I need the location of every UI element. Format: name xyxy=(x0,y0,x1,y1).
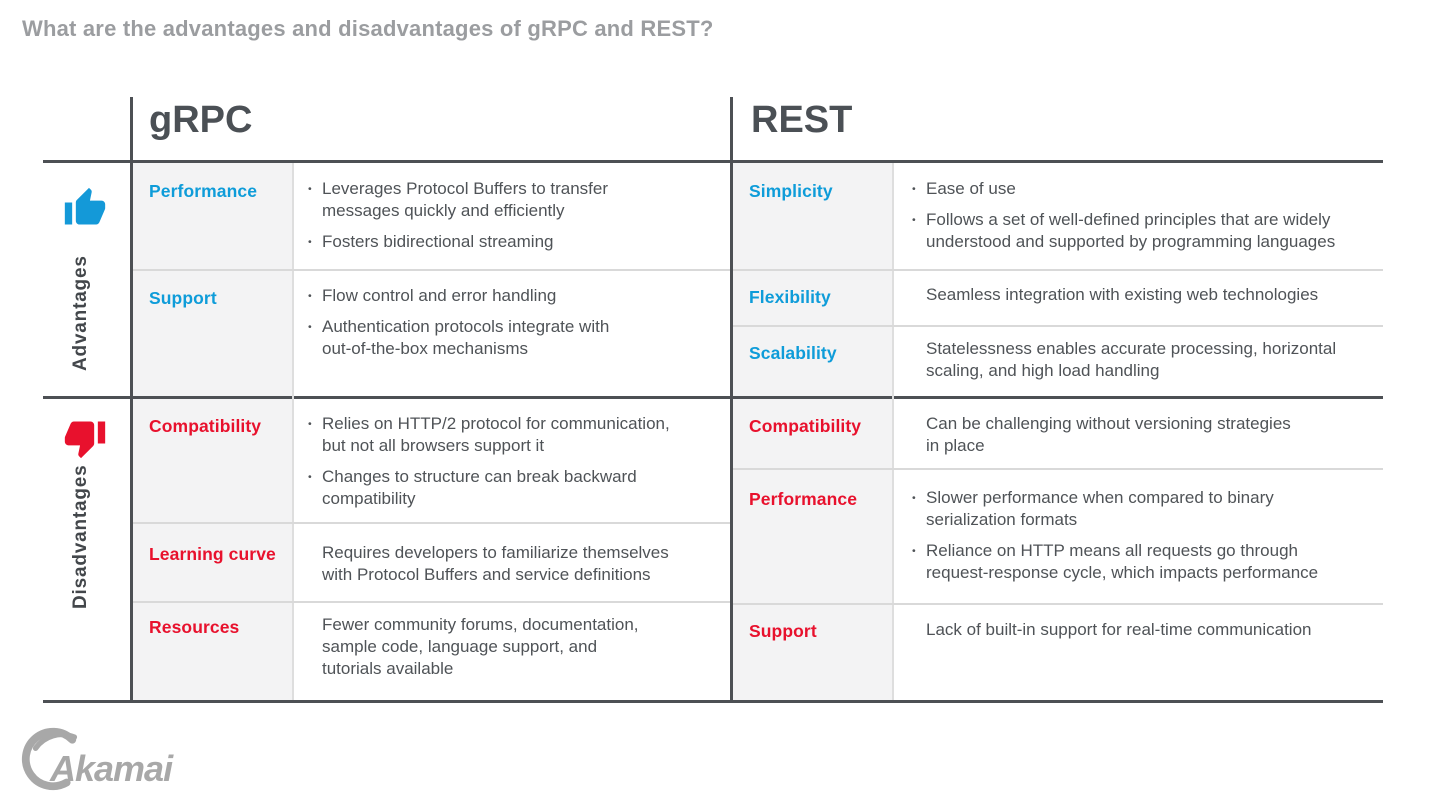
bullet-icon: • xyxy=(308,418,312,430)
grid-line-vertical-grpc xyxy=(130,97,133,703)
grpc-row-divider xyxy=(133,269,730,271)
rest-row-divider xyxy=(733,468,1383,470)
rest-label-column-background xyxy=(733,163,892,700)
rest-row-divider xyxy=(733,325,1383,327)
grpc-resources-points: Fewer community forums, documentation, s… xyxy=(308,614,728,680)
grpc-performance-points: • Leverages Protocol Buffers to transfer … xyxy=(308,178,728,253)
bullet-icon xyxy=(308,614,322,680)
akamai-logo: Akamai xyxy=(20,724,220,796)
bullet-icon: • xyxy=(308,183,312,195)
bullet-icon: • xyxy=(308,471,312,483)
grpc-support-points: • Flow control and error handling • Authen… xyxy=(308,285,728,360)
list-item: Lack of built-in support for real-time c… xyxy=(912,619,1392,641)
rest-simplicity-points: • Ease of use • Follows a set of well-defi… xyxy=(912,178,1392,253)
grid-line-table-bottom xyxy=(43,700,1383,703)
point-text: Reliance on HTTP means all requests go t… xyxy=(926,541,1319,582)
point-text: Can be challenging without versioning st… xyxy=(926,414,1291,455)
rest-row-label-scalability: Scalability xyxy=(749,343,837,363)
point-text: Statelessness enables accurate processin… xyxy=(926,339,1337,380)
list-item: • Authentication protocols integrate with… xyxy=(308,316,728,360)
list-item: • Fosters bidirectional streaming xyxy=(308,231,728,253)
list-item: • Relies on HTTP/2 protocol for communica… xyxy=(308,413,728,457)
rest-row-label-support: Support xyxy=(749,621,817,641)
list-item: • Changes to structure can break backward… xyxy=(308,466,728,510)
bullet-icon xyxy=(912,413,926,457)
list-item: Can be challenging without versioning st… xyxy=(912,413,1392,457)
point-text: Fosters bidirectional streaming xyxy=(322,232,554,251)
list-item: • Leverages Protocol Buffers to transfer … xyxy=(308,178,728,222)
rest-compatibility-points: Can be challenging without versioning st… xyxy=(912,413,1392,457)
grpc-row-label-resources: Resources xyxy=(149,617,240,637)
rest-row-label-flexibility: Flexibility xyxy=(749,287,831,307)
point-text: Ease of use xyxy=(926,179,1016,198)
thumbs-up-icon xyxy=(62,186,108,230)
bullet-icon: • xyxy=(308,236,312,248)
point-text: Changes to structure can break backward … xyxy=(322,467,637,508)
rest-row-divider xyxy=(733,269,1383,271)
point-text: Lack of built-in support for real-time c… xyxy=(926,620,1312,639)
rest-label-content-divider xyxy=(892,163,894,700)
point-text: Fewer community forums, documentation, s… xyxy=(322,615,639,678)
grpc-row-divider xyxy=(133,601,730,603)
column-header-rest: REST xyxy=(751,99,853,141)
list-item: • Flow control and error handling xyxy=(308,285,728,307)
rest-row-label-compatibility: Compatibility xyxy=(749,416,862,436)
grpc-compatibility-points: • Relies on HTTP/2 protocol for communica… xyxy=(308,413,728,510)
rest-row-label-simplicity: Simplicity xyxy=(749,181,833,201)
grpc-label-content-divider xyxy=(292,163,294,700)
page-title: What are the advantages and disadvantage… xyxy=(22,16,714,41)
column-header-grpc: gRPC xyxy=(149,99,253,141)
akamai-wordmark: Akamai xyxy=(50,748,173,789)
advantages-section-label: Advantages xyxy=(70,255,91,371)
point-text: Relies on HTTP/2 protocol for communicat… xyxy=(322,414,670,455)
grid-line-header-bottom xyxy=(43,160,1383,163)
bullet-icon: • xyxy=(912,545,916,557)
bullet-icon: • xyxy=(912,214,916,226)
point-text: Seamless integration with existing web t… xyxy=(926,285,1319,304)
list-item: Seamless integration with existing web t… xyxy=(912,284,1392,306)
rest-flexibility-points: Seamless integration with existing web t… xyxy=(912,284,1392,306)
grpc-row-label-support: Support xyxy=(149,288,217,308)
point-text: Leverages Protocol Buffers to transfer m… xyxy=(322,179,609,220)
akamai-swoosh-icon xyxy=(20,724,90,799)
bullet-icon xyxy=(912,619,926,641)
rest-row-label-performance: Performance xyxy=(749,489,858,509)
bullet-icon: • xyxy=(912,183,916,195)
point-text: Flow control and error handling xyxy=(322,286,557,305)
list-item: • Slower performance when compared to bin… xyxy=(912,487,1392,531)
bullet-icon xyxy=(308,542,322,586)
list-item: Requires developers to familiarize thems… xyxy=(308,542,728,586)
rest-scalability-points: Statelessness enables accurate processin… xyxy=(912,338,1392,382)
bullet-icon: • xyxy=(308,321,312,333)
list-item: • Follows a set of well-defined principle… xyxy=(912,209,1392,253)
disadvantages-section-label: Disadvantages xyxy=(70,464,91,610)
bullet-icon xyxy=(912,338,926,382)
grid-line-vertical-rest xyxy=(730,97,733,703)
rest-row-divider xyxy=(733,603,1383,605)
grpc-row-divider xyxy=(133,522,730,524)
bullet-icon: • xyxy=(912,492,916,504)
thumbs-down-icon xyxy=(62,416,108,460)
list-item: Fewer community forums, documentation, s… xyxy=(308,614,728,680)
grpc-row-label-learning-curve: Learning curve xyxy=(149,544,276,564)
point-text: Authentication protocols integrate with … xyxy=(322,317,610,358)
bullet-icon: • xyxy=(308,290,312,302)
list-item: Statelessness enables accurate processin… xyxy=(912,338,1392,382)
rest-support-points: Lack of built-in support for real-time c… xyxy=(912,619,1392,641)
grpc-label-column-background xyxy=(133,163,292,700)
point-text: Requires developers to familiarize thems… xyxy=(322,543,669,584)
bullet-icon xyxy=(912,284,926,306)
rest-performance-points: • Slower performance when compared to bin… xyxy=(912,487,1392,584)
grid-line-section-divider xyxy=(43,396,1383,399)
list-item: • Ease of use xyxy=(912,178,1392,200)
point-text: Slower performance when compared to bina… xyxy=(926,488,1274,529)
list-item: • Reliance on HTTP means all requests go … xyxy=(912,540,1392,584)
grpc-learning-curve-points: Requires developers to familiarize thems… xyxy=(308,542,728,586)
point-text: Follows a set of well-defined principles… xyxy=(926,210,1336,251)
grpc-row-label-compatibility: Compatibility xyxy=(149,416,262,436)
grpc-row-label-performance: Performance xyxy=(149,181,258,201)
